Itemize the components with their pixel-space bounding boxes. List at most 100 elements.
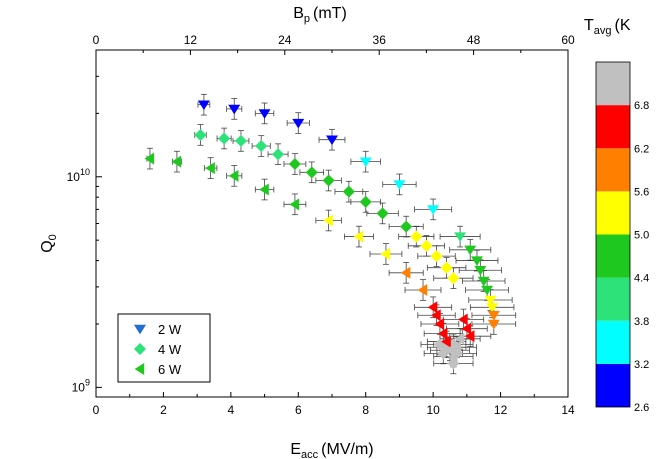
legend-marker-6w bbox=[134, 363, 145, 375]
point-2w bbox=[292, 118, 305, 129]
y-tick-label: 109 bbox=[72, 377, 90, 394]
point-6w bbox=[431, 309, 441, 322]
colorbar-band bbox=[596, 363, 630, 407]
x-tick-label: 4 bbox=[228, 403, 235, 417]
colorbar-band bbox=[596, 62, 630, 106]
top-tick-label: 60 bbox=[561, 33, 575, 47]
point-6w bbox=[461, 322, 472, 335]
point-6w bbox=[205, 162, 215, 175]
point-2w bbox=[487, 319, 500, 330]
top-tick-label: 12 bbox=[184, 33, 198, 47]
point-2w bbox=[359, 157, 372, 168]
top-tick-label: 36 bbox=[373, 33, 387, 47]
point-2w bbox=[326, 135, 338, 146]
colorbar-band bbox=[596, 234, 630, 278]
point-4w bbox=[255, 140, 268, 153]
legend-label-4w: 4 W bbox=[158, 342, 182, 357]
point-2w bbox=[258, 109, 271, 119]
legend: 2 W 4 W 6 W bbox=[117, 313, 211, 383]
point-2w bbox=[197, 100, 210, 111]
point-2w bbox=[228, 104, 241, 115]
point-6w bbox=[380, 247, 391, 260]
colorbar-tick-label: 5.0 bbox=[634, 230, 649, 242]
point-2w bbox=[474, 266, 487, 276]
colorbar-band bbox=[596, 320, 630, 364]
colorbar-band bbox=[596, 105, 630, 149]
point-4w bbox=[342, 185, 355, 198]
colorbar-tick-label: 6.2 bbox=[634, 143, 649, 155]
colorbar-tick-label: 4.4 bbox=[634, 273, 649, 285]
point-6w bbox=[447, 350, 458, 363]
point-4w bbox=[376, 207, 389, 220]
colorbar-band bbox=[596, 191, 630, 235]
point-4w bbox=[218, 132, 231, 145]
point-4w bbox=[234, 134, 247, 147]
colorbar: Tavg (K 2.6 3.2 3.8 4.4 5.0 5.6 6.2 6.8 bbox=[584, 17, 649, 414]
point-6w bbox=[259, 183, 269, 196]
x-tick-label: 14 bbox=[561, 403, 575, 417]
point-6w bbox=[427, 301, 438, 314]
point-2w bbox=[487, 311, 500, 321]
legend-label-2w: 2 W bbox=[158, 322, 182, 337]
colorbar-tick-label: 3.8 bbox=[634, 316, 649, 328]
point-2w bbox=[427, 205, 440, 215]
point-6w bbox=[417, 283, 428, 296]
colorbar-title: Tavg (K bbox=[584, 17, 631, 37]
x-tick-label: 0 bbox=[93, 403, 100, 417]
top-tick-label: 48 bbox=[467, 33, 481, 47]
point-4w bbox=[400, 220, 413, 233]
top-tick-label: 0 bbox=[93, 33, 100, 47]
data-markers bbox=[144, 100, 500, 370]
colorbar-frame bbox=[595, 61, 631, 408]
point-4w bbox=[430, 250, 443, 263]
point-4w bbox=[410, 230, 423, 243]
x-tick-label: 8 bbox=[362, 403, 369, 417]
point-4w bbox=[322, 174, 335, 187]
y-axis-title: Q0 bbox=[39, 234, 59, 253]
point-6w bbox=[437, 327, 448, 340]
point-4w bbox=[420, 239, 433, 252]
point-6w bbox=[171, 155, 182, 168]
point-2w bbox=[454, 232, 467, 242]
point-6w bbox=[323, 214, 333, 227]
point-2w bbox=[477, 276, 490, 287]
point-2w bbox=[484, 295, 497, 306]
error-bar-6w bbox=[283, 193, 307, 216]
x-tick-label: 2 bbox=[160, 403, 167, 417]
colorbar-tick-label: 6.8 bbox=[634, 100, 649, 112]
point-2w bbox=[470, 256, 483, 266]
point-4w bbox=[305, 166, 318, 179]
point-6w bbox=[434, 317, 445, 330]
top-axis-title: Bp (mT) bbox=[293, 5, 347, 25]
point-4w bbox=[272, 148, 285, 161]
top-tick-label: 24 bbox=[278, 33, 292, 47]
point-6w bbox=[289, 198, 300, 211]
point-6w bbox=[144, 152, 155, 165]
point-6w bbox=[458, 313, 468, 326]
error-bar-4w bbox=[299, 161, 325, 184]
point-2w bbox=[486, 303, 499, 313]
colorbar-band bbox=[596, 277, 630, 321]
point-6w bbox=[451, 341, 461, 354]
error-bar-6w bbox=[388, 262, 424, 284]
point-6w bbox=[441, 335, 451, 348]
point-6w bbox=[228, 169, 239, 182]
colorbar-tick-label: 3.2 bbox=[634, 359, 649, 371]
legend-box bbox=[117, 313, 211, 383]
point-4w bbox=[359, 195, 372, 208]
y-tick-label: 1010 bbox=[67, 167, 90, 184]
point-2w bbox=[481, 285, 494, 296]
point-6w bbox=[454, 332, 465, 345]
point-6w bbox=[400, 266, 411, 279]
colorbar-band bbox=[596, 148, 630, 192]
x-tick-label: 10 bbox=[426, 403, 440, 417]
x-tick-label: 6 bbox=[295, 403, 302, 417]
colorbar-tick-label: 5.6 bbox=[634, 186, 649, 198]
point-4w bbox=[288, 158, 301, 171]
legend-marker-2w bbox=[134, 324, 146, 335]
point-4w bbox=[447, 272, 460, 285]
x-axis-title: Eacc (MV/m) bbox=[290, 441, 373, 459]
point-4w bbox=[440, 261, 453, 274]
legend-label-6w: 6 W bbox=[158, 362, 182, 377]
